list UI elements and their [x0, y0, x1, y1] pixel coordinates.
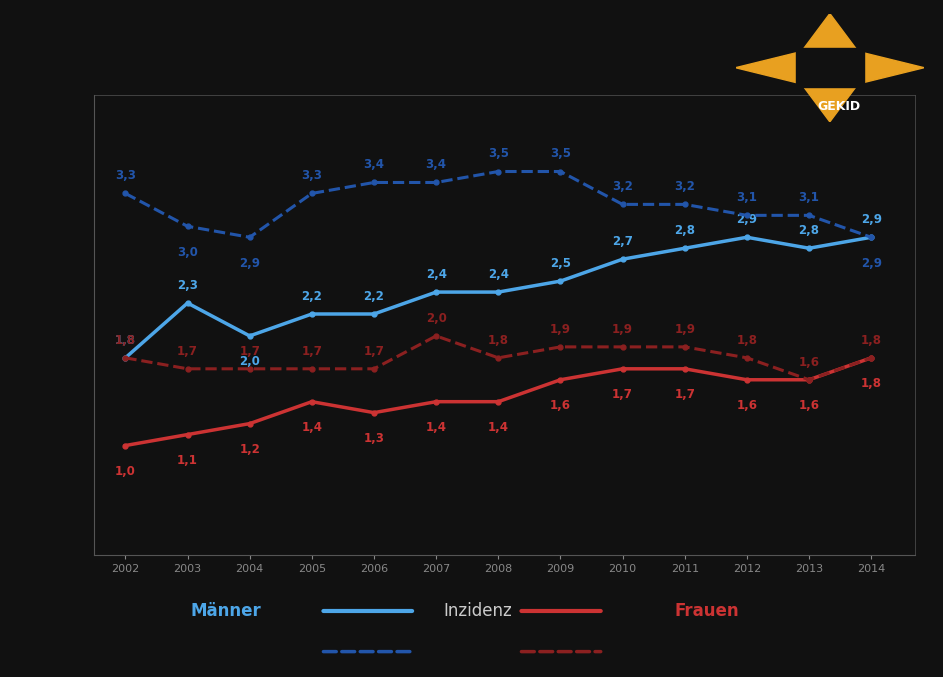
- Text: 1,7: 1,7: [240, 345, 260, 357]
- Text: 3,5: 3,5: [550, 148, 571, 160]
- Text: 2,0: 2,0: [240, 355, 260, 368]
- Text: 1,9: 1,9: [612, 323, 633, 336]
- Text: Inzidenz: Inzidenz: [443, 602, 512, 620]
- Bar: [796, 48, 864, 87]
- Text: 1,8: 1,8: [736, 334, 757, 347]
- Text: 2,9: 2,9: [736, 213, 757, 226]
- Text: 1,3: 1,3: [364, 432, 385, 445]
- Text: 3,4: 3,4: [425, 158, 447, 171]
- Text: GEKID: GEKID: [818, 100, 861, 113]
- Text: 1,8: 1,8: [861, 377, 882, 390]
- Text: 1,7: 1,7: [674, 388, 695, 401]
- Text: 1,9: 1,9: [550, 323, 571, 336]
- Text: 3,0: 3,0: [177, 246, 198, 259]
- Text: 2,9: 2,9: [861, 213, 882, 226]
- Text: 2,4: 2,4: [425, 268, 447, 281]
- Text: 1,4: 1,4: [425, 421, 447, 434]
- Text: 1,0: 1,0: [115, 465, 136, 478]
- Text: 3,4: 3,4: [363, 158, 385, 171]
- Text: 3,2: 3,2: [674, 180, 695, 193]
- Text: 3,5: 3,5: [488, 148, 509, 160]
- Text: 2,2: 2,2: [364, 290, 385, 303]
- Polygon shape: [858, 51, 924, 84]
- Text: 1,2: 1,2: [240, 443, 260, 456]
- Text: 1,8: 1,8: [115, 334, 136, 347]
- Text: 1,6: 1,6: [799, 355, 819, 369]
- Polygon shape: [736, 51, 802, 84]
- Text: 1,6: 1,6: [799, 399, 819, 412]
- Polygon shape: [802, 14, 858, 51]
- Text: 2,8: 2,8: [674, 224, 695, 237]
- Text: 2,2: 2,2: [302, 290, 323, 303]
- Text: 1,4: 1,4: [302, 421, 323, 434]
- Text: 1,7: 1,7: [612, 388, 633, 401]
- Text: 2,7: 2,7: [612, 235, 633, 248]
- Text: 3,3: 3,3: [115, 169, 136, 182]
- Text: 1,7: 1,7: [302, 345, 323, 357]
- Text: 1,4: 1,4: [488, 421, 509, 434]
- Text: 1,9: 1,9: [674, 323, 695, 336]
- Text: 2,3: 2,3: [177, 279, 198, 292]
- Text: 1,6: 1,6: [550, 399, 571, 412]
- Text: 1,7: 1,7: [177, 345, 198, 357]
- Text: 1,7: 1,7: [364, 345, 385, 357]
- Text: 3,1: 3,1: [736, 191, 757, 204]
- Text: 2,5: 2,5: [550, 257, 571, 270]
- Text: 2,9: 2,9: [861, 257, 882, 269]
- Text: 1,8: 1,8: [488, 334, 509, 347]
- Text: 2,8: 2,8: [799, 224, 819, 237]
- Text: 1,8: 1,8: [115, 334, 136, 347]
- Text: 2,9: 2,9: [240, 257, 260, 269]
- Text: 1,1: 1,1: [177, 454, 198, 467]
- Text: 1,6: 1,6: [736, 399, 757, 412]
- Polygon shape: [802, 84, 858, 122]
- Text: 2,0: 2,0: [425, 312, 447, 325]
- Text: 1,8: 1,8: [861, 334, 882, 347]
- Text: 2,4: 2,4: [488, 268, 509, 281]
- Text: 3,1: 3,1: [799, 191, 819, 204]
- Text: 3,3: 3,3: [302, 169, 323, 182]
- Text: Frauen: Frauen: [675, 602, 739, 620]
- Text: 3,2: 3,2: [612, 180, 633, 193]
- Text: Männer: Männer: [190, 602, 262, 620]
